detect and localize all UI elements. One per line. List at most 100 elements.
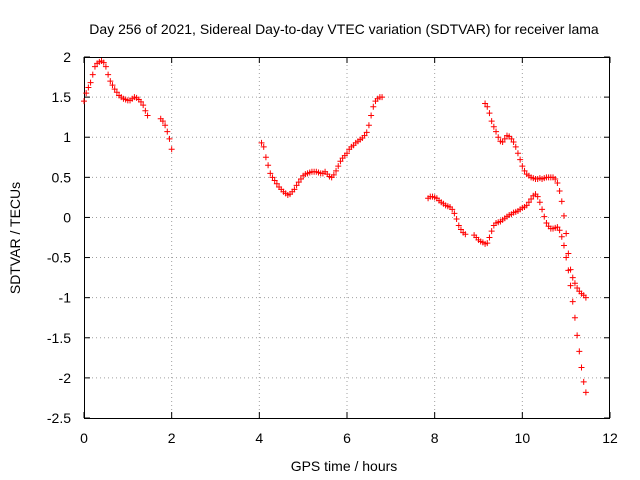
data-point-3-12 <box>451 210 458 217</box>
data-point-2-55 <box>379 94 386 101</box>
data-point-0-27 <box>140 102 147 109</box>
y-tick-label: 1.5 <box>52 89 72 105</box>
data-point-5-15 <box>514 150 521 157</box>
data-point-2-1 <box>260 143 267 150</box>
x-tick-label: 12 <box>602 430 618 446</box>
data-point-5-16 <box>517 156 524 163</box>
data-point-4-25 <box>525 199 532 206</box>
data-point-4-48 <box>576 348 583 355</box>
data-point-4-41 <box>560 242 567 249</box>
data-point-4-47 <box>574 332 581 339</box>
data-point-5-38 <box>565 250 572 257</box>
data-point-3-17 <box>462 231 469 238</box>
data-point-0-5 <box>91 63 98 70</box>
data-point-5-39 <box>567 266 574 273</box>
data-point-1-3 <box>164 128 171 135</box>
data-point-2-2 <box>262 154 269 161</box>
x-tick-label: 2 <box>168 430 176 446</box>
data-point-4-32 <box>541 213 548 220</box>
data-point-0-1 <box>83 90 90 97</box>
data-point-0-9 <box>100 59 107 66</box>
data-point-5-14 <box>512 143 519 150</box>
y-axis-label: SDTVAR / TECUs <box>7 182 23 294</box>
data-point-3-13 <box>453 216 460 223</box>
data-point-2-6 <box>271 177 278 184</box>
data-point-5-41 <box>571 280 578 287</box>
data-point-0-15 <box>113 89 120 96</box>
data-point-5-5 <box>493 128 500 135</box>
data-point-0-3 <box>87 79 94 86</box>
y-tick-label: 1 <box>63 129 71 145</box>
data-point-0-29 <box>144 112 151 119</box>
series-segment-2 <box>157 115 175 153</box>
data-point-4-49 <box>578 364 585 371</box>
data-point-4-40 <box>558 233 565 240</box>
data-point-0-14 <box>111 86 118 93</box>
plot-area <box>81 58 589 396</box>
y-tick-label: -1 <box>59 290 72 306</box>
grid <box>84 57 610 418</box>
series-segment-6 <box>482 100 589 301</box>
data-point-2-35 <box>335 163 342 170</box>
data-point-5-46 <box>582 294 589 301</box>
series-segment-4 <box>425 193 469 238</box>
y-tick-label: 0.5 <box>52 169 72 185</box>
data-point-5-17 <box>519 163 526 170</box>
x-tick-label: 10 <box>515 430 531 446</box>
data-point-4-38 <box>554 224 561 231</box>
data-point-5-18 <box>521 167 528 174</box>
data-point-1-5 <box>168 146 175 153</box>
data-point-0-2 <box>85 84 92 91</box>
data-point-4-51 <box>582 389 589 396</box>
y-tick-label: -2.5 <box>47 410 71 426</box>
data-point-2-16 <box>293 182 300 189</box>
data-point-4-50 <box>580 378 587 385</box>
data-point-2-49 <box>365 122 372 129</box>
data-point-2-3 <box>265 162 272 169</box>
data-point-4-31 <box>539 206 546 213</box>
data-point-4-45 <box>569 298 576 305</box>
data-point-2-5 <box>269 174 276 181</box>
x-tick-label: 8 <box>431 430 439 446</box>
data-point-4-30 <box>536 199 543 206</box>
data-point-0-26 <box>137 98 144 105</box>
x-axis-label: GPS time / hours <box>291 458 398 474</box>
data-point-4-24 <box>523 202 530 209</box>
series-segment-1 <box>81 58 151 119</box>
data-point-2-39 <box>344 150 350 157</box>
data-point-2-17 <box>295 179 302 186</box>
x-tick-label: 0 <box>80 430 88 446</box>
data-point-5-32 <box>552 175 559 182</box>
data-point-4-44 <box>567 282 574 289</box>
data-point-1-4 <box>166 135 173 142</box>
data-point-5-33 <box>554 179 561 186</box>
data-point-5-9 <box>501 135 508 142</box>
data-point-5-40 <box>569 274 576 281</box>
data-point-2-0 <box>258 139 265 146</box>
y-tick-label: -2 <box>59 370 72 386</box>
data-point-4-29 <box>534 193 541 200</box>
data-point-4-8 <box>488 228 495 235</box>
data-point-3-15 <box>457 226 464 233</box>
data-point-5-1 <box>484 103 491 110</box>
data-point-5-35 <box>558 198 565 205</box>
data-point-3-14 <box>455 222 462 229</box>
data-point-5-13 <box>510 139 517 146</box>
y-tick-label: 2 <box>63 49 71 65</box>
data-point-4-42 <box>563 254 570 261</box>
y-tick-label: -0.5 <box>47 250 71 266</box>
data-point-2-7 <box>273 180 280 187</box>
data-point-2-47 <box>361 132 368 139</box>
data-point-5-6 <box>495 134 502 141</box>
data-point-2-15 <box>291 186 298 193</box>
data-point-2-36 <box>337 158 344 165</box>
data-point-5-36 <box>560 212 567 219</box>
data-point-0-13 <box>109 82 116 89</box>
chart-title: Day 256 of 2021, Sidereal Day-to-day VTE… <box>89 21 599 37</box>
data-point-5-34 <box>556 187 563 194</box>
data-point-1-1 <box>159 118 166 125</box>
data-point-5-37 <box>563 230 570 237</box>
data-point-3-11 <box>449 206 456 213</box>
data-point-2-50 <box>368 112 375 119</box>
